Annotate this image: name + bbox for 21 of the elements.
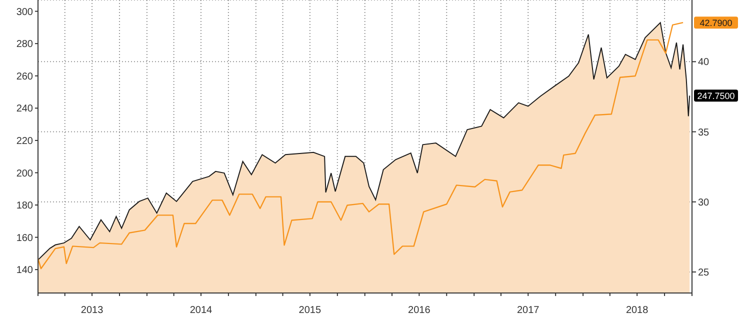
y-tick-label: 280 — [16, 39, 34, 50]
data-label: 42.7900 — [700, 18, 732, 28]
y-tick-label: 180 — [16, 200, 34, 212]
x-tick-label: 2014 — [190, 305, 213, 316]
y2-tick-label: 25 — [698, 268, 710, 279]
x-tick-label: 2018 — [626, 305, 649, 316]
y-tick-label: 140 — [16, 265, 34, 276]
y-tick-label: 260 — [16, 71, 34, 82]
y2-tick-label: 35 — [698, 127, 710, 138]
x-tick-label: 2015 — [298, 305, 322, 316]
x-tick-label: 2016 — [408, 305, 431, 316]
y-tick-label: 240 — [16, 104, 34, 115]
x-tick-label: 2013 — [80, 305, 104, 316]
y2-tick-label: 40 — [698, 57, 710, 68]
data-label: 247.7500 — [697, 91, 735, 102]
y-tick-label: 160 — [16, 232, 34, 244]
y-tick-label: 300 — [16, 6, 34, 18]
x-tick-label: 2017 — [517, 305, 540, 316]
y-tick-label: 220 — [16, 136, 34, 147]
y2-tick-label: 30 — [698, 197, 710, 208]
y-tick-label: 200 — [16, 168, 34, 180]
